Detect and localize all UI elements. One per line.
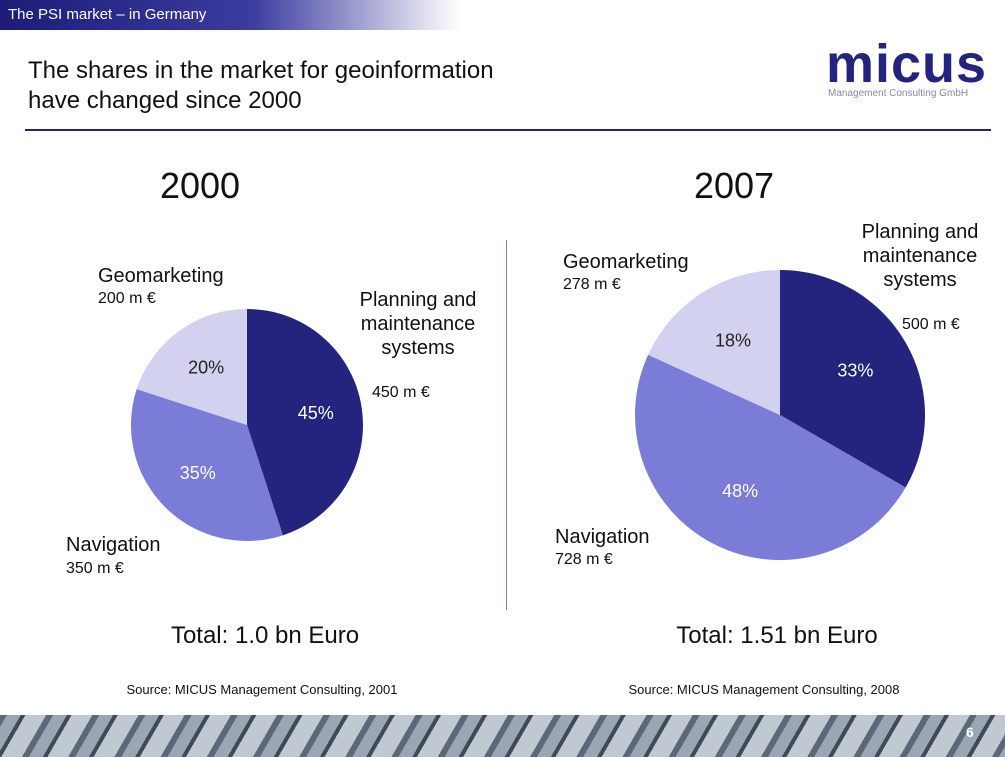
page-number: 6	[966, 724, 974, 740]
pie-slice	[648, 270, 780, 415]
slice-label: 35%	[180, 463, 216, 483]
amount-label: 500 m €	[902, 316, 960, 333]
total-label: Total: 1.51 bn Euro	[676, 622, 878, 649]
rule	[25, 129, 991, 131]
amount-label: 350 m €	[66, 560, 124, 577]
source-label: Source: MICUS Management Consulting, 200…	[126, 682, 398, 697]
footer-image	[0, 715, 1005, 757]
pie-slice	[634, 354, 906, 561]
slice-label: 48%	[722, 481, 758, 501]
category-label: Navigation	[66, 534, 161, 556]
amount-label: 200 m €	[98, 290, 156, 307]
slice-label: 18%	[715, 331, 751, 351]
logo-subtitle: Management Consulting GmbH	[828, 88, 969, 99]
slice-label: 45%	[298, 403, 334, 423]
pie-slice	[780, 270, 925, 488]
amount-label: 278 m €	[563, 276, 621, 293]
total-label: Total: 1.0 bn Euro	[170, 622, 360, 649]
category-label: Geomarketing	[563, 251, 689, 273]
logo: micus	[826, 34, 988, 94]
source-label: Source: MICUS Management Consulting, 200…	[628, 682, 900, 697]
category-label: Planning and maintenance systems	[861, 221, 979, 291]
slide-title: The shares in the market for geoinformat…	[28, 57, 494, 114]
amount-label: 728 m €	[555, 551, 613, 568]
category-label: Planning and maintenance systems	[359, 289, 477, 359]
pie-slice	[136, 309, 247, 425]
slice-label: 33%	[837, 360, 873, 380]
category-label: Navigation	[555, 526, 650, 548]
slice-label: 20%	[188, 357, 224, 377]
category-label: Geomarketing	[98, 265, 224, 287]
chart-title: 2007	[693, 165, 775, 206]
pie-slice	[130, 389, 283, 541]
header-bar	[0, 0, 460, 30]
divider	[506, 240, 507, 610]
pie-slice	[247, 309, 363, 536]
amount-label: 450 m €	[372, 384, 430, 401]
chart-title: 2000	[159, 165, 241, 206]
header: The PSI market – in Germany	[8, 6, 207, 23]
